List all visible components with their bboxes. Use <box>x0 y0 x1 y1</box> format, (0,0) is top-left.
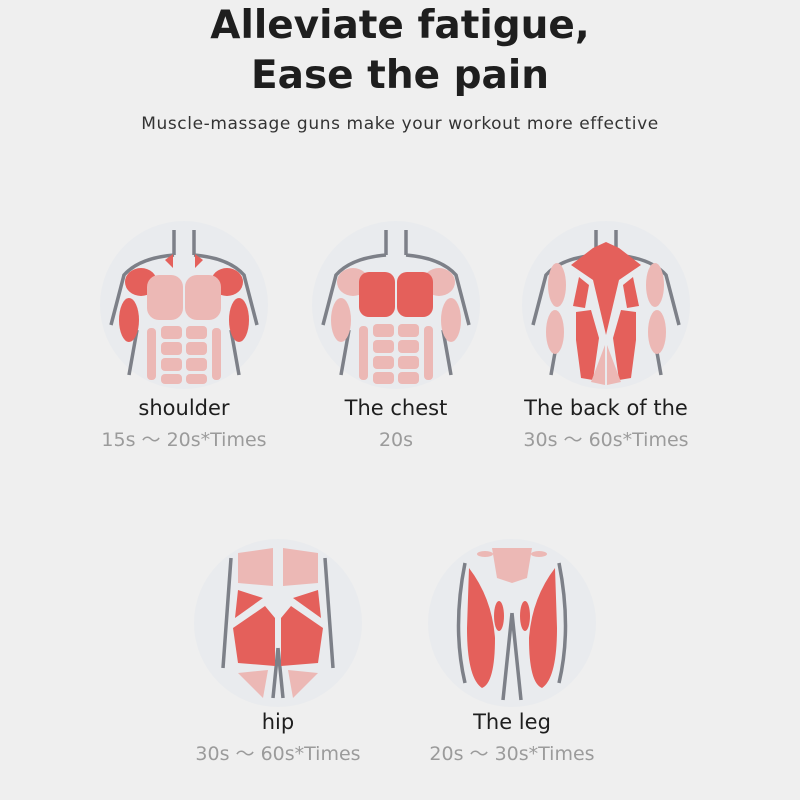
leg-muscles-icon <box>428 539 596 707</box>
area-name: shoulder <box>138 396 230 420</box>
back-muscles-icon <box>522 221 690 389</box>
area-card-hip: hip 30s ～ 60s*Times <box>168 538 388 768</box>
area-time: 15s ～ 20s*Times <box>101 429 267 451</box>
area-card-shoulder: shoulder 15s ～ 20s*Times <box>74 220 294 454</box>
area-time: 30s ～ 60s*Times <box>523 429 689 451</box>
area-time: 20s <box>378 429 414 451</box>
area-name: hip <box>261 710 295 734</box>
shoulder-muscles-icon <box>100 221 268 389</box>
headline-line-2: Ease the pain <box>250 53 549 98</box>
area-time: 30s ～ 60s*Times <box>195 743 361 765</box>
area-card-back: The back of the 30s ～ 60s*Times <box>496 220 716 454</box>
area-card-chest: The chest 20s <box>286 220 506 454</box>
area-time: 20s ～ 30s*Times <box>429 743 595 765</box>
area-name: The back of the <box>524 396 688 420</box>
headline-line-1: Alleviate fatigue, <box>210 3 590 48</box>
subtitle: Muscle-massage guns make your workout mo… <box>141 114 659 134</box>
area-name: The leg <box>473 710 551 734</box>
area-card-leg: The leg 20s ～ 30s*Times <box>402 538 622 768</box>
chest-muscles-icon <box>312 221 480 389</box>
hip-muscles-icon <box>194 539 362 707</box>
area-name: The chest <box>344 396 448 420</box>
